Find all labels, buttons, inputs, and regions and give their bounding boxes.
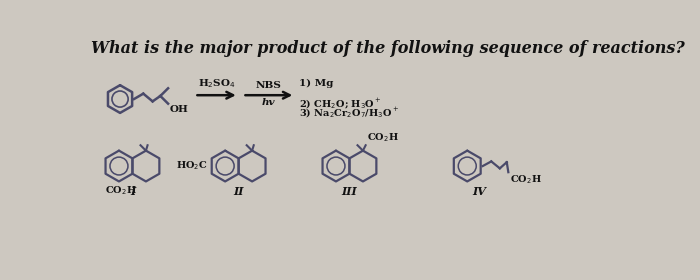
- Text: II: II: [233, 186, 244, 197]
- Text: 1) Mg: 1) Mg: [299, 79, 333, 88]
- Text: OH: OH: [169, 105, 188, 114]
- Text: CO$_2$H: CO$_2$H: [368, 132, 399, 144]
- Text: HO$_2$C: HO$_2$C: [176, 160, 208, 172]
- Text: H$_2$SO$_4$: H$_2$SO$_4$: [197, 77, 235, 90]
- Text: CO$_2$H: CO$_2$H: [510, 173, 542, 186]
- Text: What is the major product of the following sequence of reactions?: What is the major product of the followi…: [90, 40, 685, 57]
- Text: I: I: [130, 186, 135, 197]
- Text: IV: IV: [473, 186, 486, 197]
- Text: 2) CH$_2$O; H$_3$O$^+$: 2) CH$_2$O; H$_3$O$^+$: [299, 96, 382, 111]
- Text: 3) Na$_2$Cr$_2$O$_7$/H$_3$O$^+$: 3) Na$_2$Cr$_2$O$_7$/H$_3$O$^+$: [299, 105, 399, 120]
- Text: NBS: NBS: [256, 81, 282, 90]
- Text: CO$_2$H: CO$_2$H: [104, 184, 136, 197]
- Text: hv: hv: [262, 97, 276, 106]
- Text: III: III: [342, 186, 357, 197]
